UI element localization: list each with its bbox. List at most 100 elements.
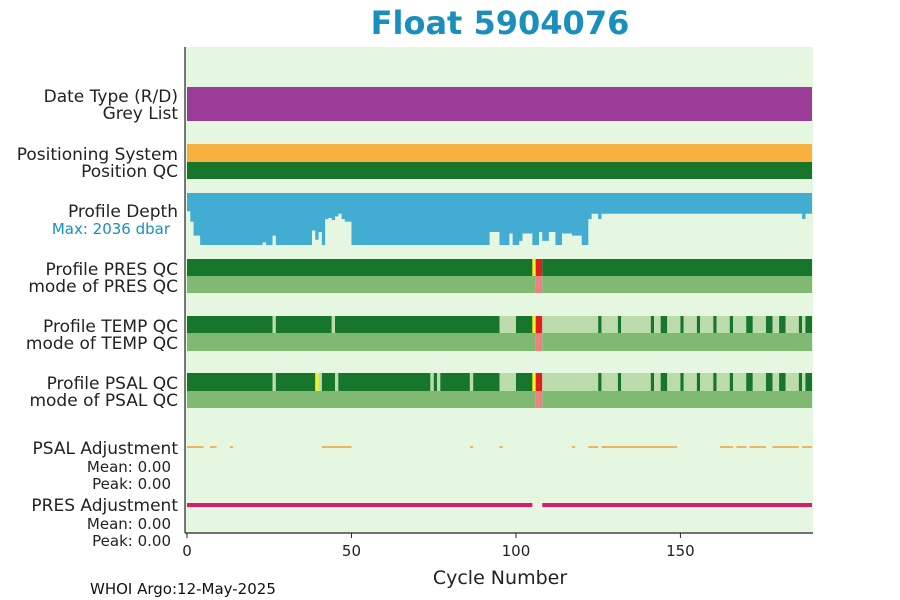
label-temp-qc: Profile TEMP QC: [43, 317, 178, 337]
x-tick-label: 150: [666, 542, 695, 560]
temp-qc-segment: [696, 316, 701, 333]
temp-qc-segment: [798, 316, 803, 333]
label-psal-adjustment: PSAL Adjustment: [33, 439, 179, 459]
psal-qc-segment: [437, 373, 441, 391]
temp-qc-segment: [683, 316, 697, 333]
psal-qc-segment: [805, 373, 812, 391]
temp-qc-segment: [187, 316, 273, 333]
psal-qc-segment: [746, 373, 753, 391]
temp-qc-segment: [660, 316, 668, 333]
label-psal-adjustment-peak: Peak: 0.00: [92, 475, 171, 493]
temp-qc-segment: [779, 316, 786, 333]
temp-qc-segment: [617, 316, 622, 333]
psal-qc-segment: [802, 373, 806, 391]
temp-qc-segment: [598, 316, 602, 333]
pres-qc-segment: [532, 259, 536, 276]
temp-qc-segment: [331, 316, 336, 333]
label-max-depth: Max: 2036 dbar: [52, 220, 171, 238]
footer-credit: WHOI Argo:12-May-2025: [90, 580, 276, 598]
x-axis-label: Cycle Number: [433, 567, 567, 589]
temp-qc-segment: [535, 316, 543, 333]
label-psal-mode: mode of PSAL QC: [29, 391, 178, 411]
psal-qc-segment: [275, 373, 316, 391]
temp-mode-segment: [542, 333, 812, 351]
temp-qc-segment: [650, 316, 655, 333]
temp-qc-segment: [805, 316, 812, 333]
temp-qc-segment: [601, 316, 618, 333]
psal-qc-segment: [654, 373, 661, 391]
psal-qc-segment: [430, 373, 434, 391]
psal-mode-segment: [542, 391, 812, 408]
temp-qc-segment: [746, 316, 753, 333]
psal-qc-segment: [798, 373, 803, 391]
label-date-type: Date Type (R/D): [44, 87, 178, 107]
temp-qc-segment: [532, 316, 536, 333]
pres-qc-segment: [542, 259, 812, 276]
temp-qc-segment: [335, 316, 500, 333]
label-pres-adjustment-peak: Peak: 0.00: [92, 532, 171, 550]
psal-qc-segment: [772, 373, 780, 391]
psal-qc-segment: [542, 373, 599, 391]
temp-qc-segment: [713, 316, 717, 333]
psal-qc-segment: [683, 373, 697, 391]
psal-qc-segment: [680, 373, 684, 391]
psal-qc-segment: [601, 373, 618, 391]
psal-qc-segment: [733, 373, 747, 391]
temp-qc-segment: [772, 316, 780, 333]
psal-qc-segment: [532, 373, 536, 391]
psal-qc-segment: [667, 373, 681, 391]
profile-depth-area: [187, 193, 812, 245]
temp-qc-segment: [667, 316, 681, 333]
pres-qc-segment: [187, 259, 533, 276]
label-grey-list: Grey List: [103, 104, 179, 124]
psal-qc-segment: [515, 373, 533, 391]
pres-qc-segment: [535, 259, 543, 276]
marks-layer: [187, 87, 812, 507]
psal-qc-segment: [650, 373, 655, 391]
psal-qc-segment: [338, 373, 431, 391]
label-profile-depth: Profile Depth: [68, 202, 178, 222]
temp-mode-segment: [187, 333, 536, 351]
temp-qc-segment: [785, 316, 799, 333]
date-type-segment: [187, 87, 812, 121]
psal-qc-segment: [469, 373, 474, 391]
temp-qc-segment: [654, 316, 661, 333]
temp-qc-segment: [621, 316, 651, 333]
temp-qc-segment: [802, 316, 806, 333]
x-tick-label: 50: [342, 542, 361, 560]
label-psal-adjustment-mean: Mean: 0.00: [87, 458, 171, 476]
psal-qc-segment: [598, 373, 602, 391]
temp-qc-segment: [733, 316, 747, 333]
label-pres-adjustment-mean: Mean: 0.00: [87, 515, 171, 533]
psal-qc-segment: [440, 373, 470, 391]
psal-qc-segment: [752, 373, 766, 391]
pres-mode-segment: [535, 276, 543, 293]
psal-qc-segment: [765, 373, 773, 391]
temp-qc-segment: [765, 316, 773, 333]
temp-mode-segment: [535, 333, 543, 351]
psal-qc-segment: [716, 373, 730, 391]
label-temp-mode: mode of TEMP QC: [26, 334, 178, 354]
x-ticks: 0 50 100 150: [182, 533, 695, 560]
psal-qc-segment: [660, 373, 668, 391]
psal-qc-segment: [696, 373, 701, 391]
temp-qc-segment: [716, 316, 730, 333]
psal-qc-segment: [535, 373, 543, 391]
temp-qc-segment: [752, 316, 766, 333]
psal-qc-segment: [785, 373, 799, 391]
x-tick-label: 0: [182, 542, 192, 560]
psal-qc-segment: [617, 373, 622, 391]
temp-qc-segment: [729, 316, 734, 333]
psal-qc-segment: [321, 373, 336, 391]
psal-qc-segment: [473, 373, 500, 391]
psal-qc-segment: [499, 373, 516, 391]
position-qc-segment: [187, 162, 812, 179]
temp-qc-segment: [680, 316, 684, 333]
chart-title: Float 5904076: [371, 4, 630, 42]
temp-qc-segment: [700, 316, 714, 333]
psal-mode-segment: [187, 391, 536, 408]
psal-qc-segment: [713, 373, 717, 391]
label-position-qc: Position QC: [81, 162, 178, 182]
pres-mode-segment: [542, 276, 812, 293]
label-pres-qc: Profile PRES QC: [45, 260, 178, 280]
